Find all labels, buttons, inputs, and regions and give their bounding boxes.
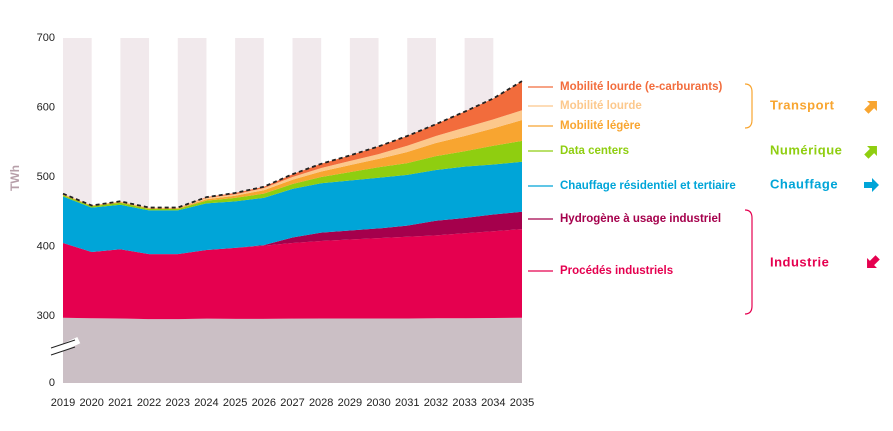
x-tick-label: 2022 [137,397,161,409]
group-arrow [867,255,880,268]
x-tick-label: 2023 [166,397,190,409]
x-tick-label: 2025 [223,397,247,409]
group-label: Transport [770,97,835,112]
y-tick-label: 400 [37,240,55,252]
legend-label: Hydrogène à usage industriel [560,213,721,225]
area [63,317,522,383]
x-tick-label: 2027 [280,397,304,409]
legend-label: Mobilité lourde (e-carburants) [560,81,722,93]
brace [744,83,753,129]
axis-break [50,336,81,356]
x-tick-label: 2019 [51,397,75,409]
x-tick-label: 2026 [252,397,276,409]
x-tick-label: 2032 [424,397,448,409]
brace [744,209,753,315]
group-label: Numérique [770,142,842,157]
group-arrow [864,146,877,159]
legend-label: Data centers [560,145,629,157]
area [63,229,522,320]
x-tick-label: 2030 [366,397,390,409]
x-tick-label: 2035 [510,397,534,409]
legend-label: Procédés industriels [560,265,673,277]
total-line [62,80,523,209]
x-tick-label: 2034 [481,397,505,409]
y-tick-label: 600 [37,101,55,113]
group-label: Chauffage [770,176,838,191]
legend-label: Mobilité légère [560,120,641,132]
x-tick-label: 2033 [452,397,476,409]
group-label: Industrie [770,254,829,269]
axis-break [50,346,76,356]
y-tick-label: 700 [37,32,55,44]
x-tick-label: 2029 [338,397,362,409]
area [63,161,522,255]
y-tick-label: 0 [49,377,55,389]
area [63,211,522,255]
group-arrow [864,178,879,192]
y-axis-label: TWh [8,165,22,191]
x-tick-label: 2020 [79,397,103,409]
y-tick-label: 500 [37,171,55,183]
group-arrow [864,101,877,114]
x-tick-label: 2028 [309,397,333,409]
x-tick-label: 2021 [108,397,132,409]
x-tick-label: 2031 [395,397,419,409]
y-tick-label: 300 [37,310,55,322]
legend-label: Chauffage résidentiel et tertiaire [560,180,736,192]
x-tick-label: 2024 [194,397,218,409]
legend-label: Mobilité lourde [560,100,642,112]
axis-break [50,339,76,349]
